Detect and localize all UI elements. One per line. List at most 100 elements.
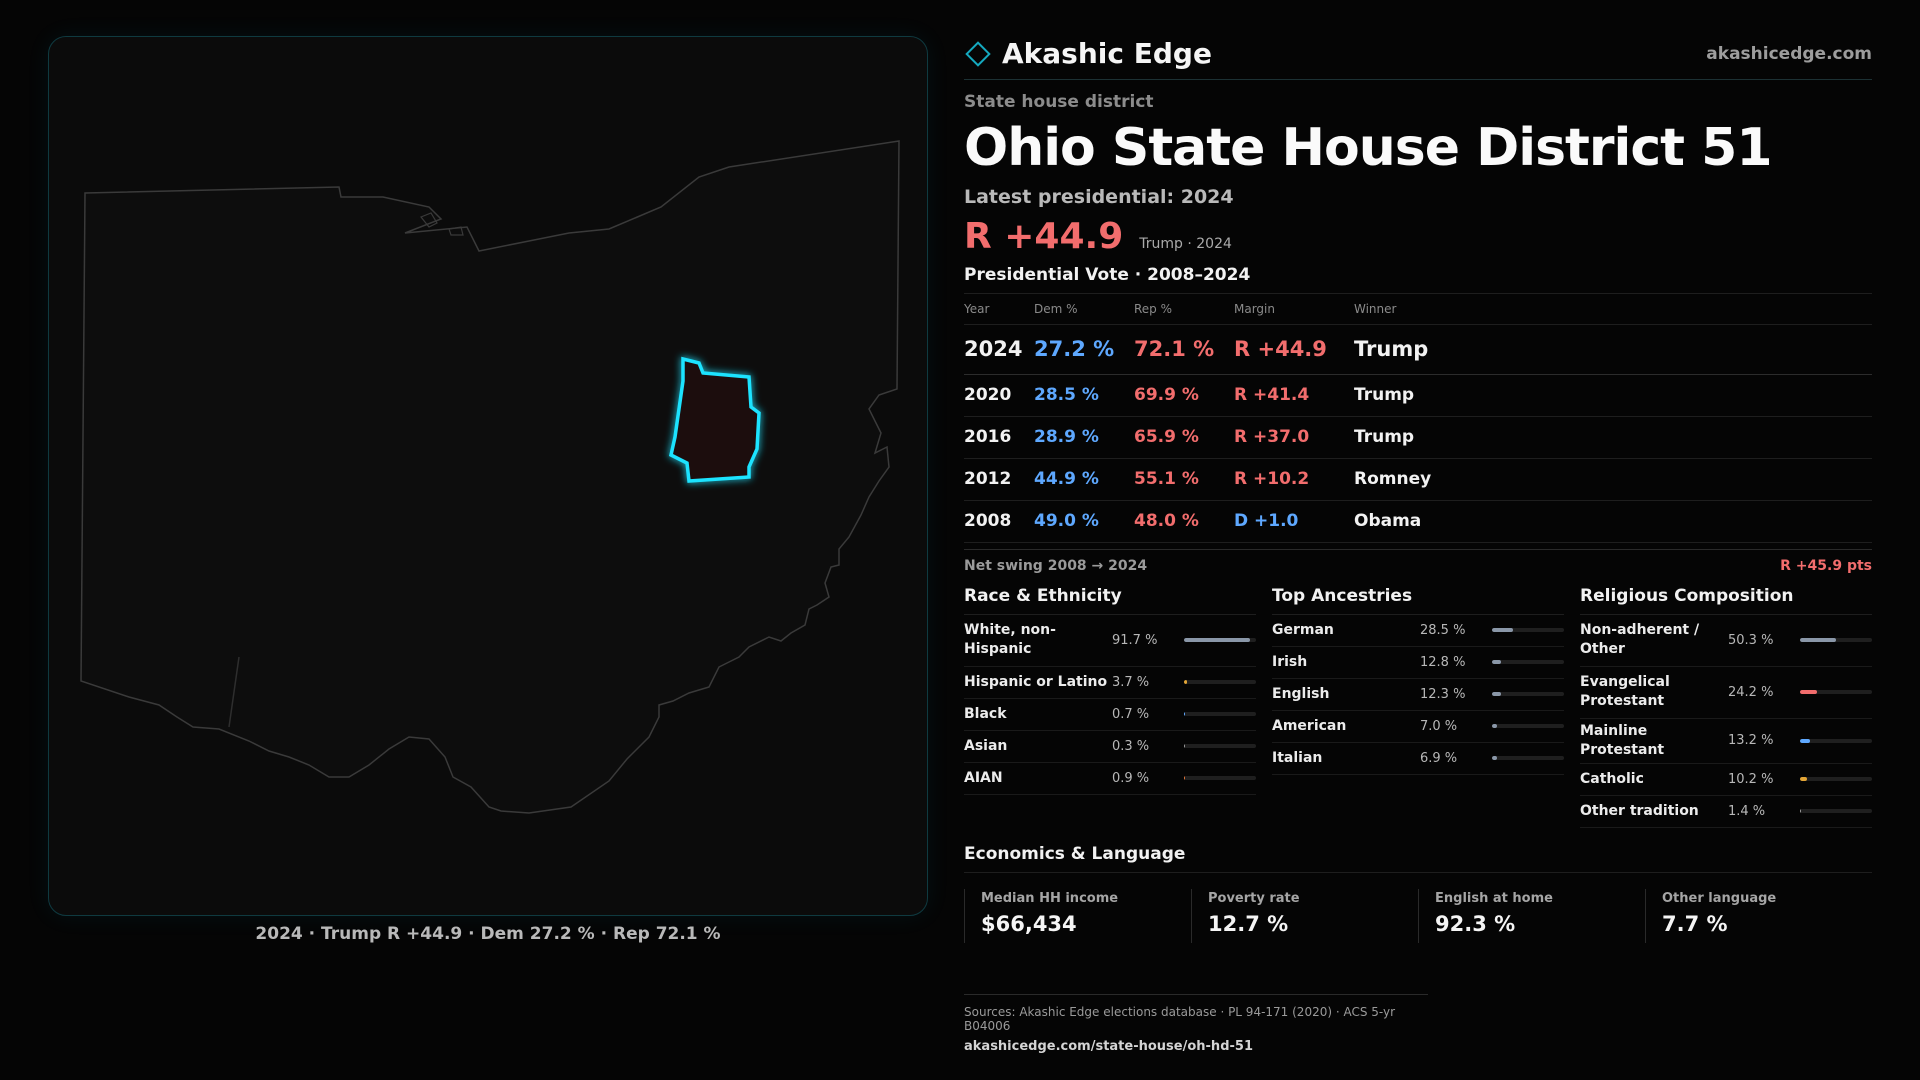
list-item: White, non-Hispanic 91.7 % [964, 615, 1256, 667]
item-value: 91.7 % [1112, 632, 1158, 648]
item-value: 28.5 % [1420, 622, 1466, 638]
cell-margin: R +10.2 [1234, 458, 1354, 501]
cell-rep: 65.9 % [1134, 416, 1234, 459]
cell-year: 2008 [964, 500, 1034, 543]
item-bar [1800, 809, 1872, 813]
item-label: Evangelical Protestant [1580, 674, 1670, 709]
list-item: Hispanic or Latino 3.7 % [964, 667, 1256, 699]
stat-value: $66,434 [981, 911, 1077, 936]
stat-value: 7.7 % [1662, 911, 1728, 936]
item-bar [1492, 724, 1564, 728]
item-bar [1184, 638, 1256, 642]
cell-winner: Trump [1354, 374, 1872, 417]
religious-composition-section: Religious Composition Non-adherent / Oth… [1580, 586, 1872, 828]
cell-winner: Trump [1354, 416, 1872, 459]
diamond-outline-icon [964, 40, 992, 68]
brand-url-link[interactable]: akashicedge.com [1706, 43, 1872, 64]
col-winner: Winner [1354, 294, 1872, 325]
item-value: 0.9 % [1112, 770, 1150, 786]
stat-label: Poverty rate [1208, 890, 1300, 906]
latest-margin: R +44.9 Trump · 2024 [964, 216, 1872, 257]
info-panel: Akashic Edge akashicedge.com State house… [964, 28, 1872, 943]
list-item: Catholic 10.2 % [1580, 764, 1872, 796]
cell-winner: Trump [1354, 324, 1872, 375]
map-caption: 2024 · Trump R +44.9 · Dem 27.2 % · Rep … [255, 924, 721, 944]
presidential-vote-table: Year Dem % Rep % Margin Winner 2024 27.2… [964, 294, 1872, 543]
cell-dem: 27.2 % [1034, 324, 1134, 375]
stat-value: 12.7 % [1208, 911, 1289, 936]
latest-presidential: Latest presidential: 2024 [964, 186, 1234, 208]
cell-dem: 49.0 % [1034, 500, 1134, 543]
stat-label: English at home [1435, 890, 1553, 906]
economics-title: Economics & Language [964, 844, 1872, 873]
item-bar [1492, 756, 1564, 760]
sources-text: Sources: Akashic Edge elections database… [964, 1005, 1396, 1033]
race-title: Race & Ethnicity [964, 586, 1256, 615]
item-bar-fill [1800, 738, 1810, 743]
state-outline [80, 140, 900, 814]
stat-poverty-rate: Poverty rate 12.7 % [1191, 888, 1418, 943]
item-bar-fill [1800, 777, 1808, 781]
page-title: Ohio State House District 51 [964, 118, 1773, 178]
item-value: 12.8 % [1420, 654, 1466, 670]
item-bar [1492, 692, 1564, 696]
item-bar-fill [1492, 628, 1513, 632]
item-bar-fill [1184, 776, 1186, 780]
list-item: AIAN 0.9 % [964, 763, 1256, 795]
religion-title: Religious Composition [1580, 586, 1872, 615]
item-bar-fill [1492, 660, 1502, 664]
item-bar-fill [1492, 692, 1501, 696]
cell-margin: D +1.0 [1234, 500, 1354, 543]
item-label: Hispanic or Latino [964, 673, 1108, 690]
item-bar-fill [1184, 712, 1186, 716]
lake-islands [420, 212, 464, 236]
cell-winner: Obama [1354, 500, 1872, 543]
cell-year: 2016 [964, 416, 1034, 459]
cell-margin: R +41.4 [1234, 374, 1354, 417]
list-item: Irish 12.8 % [1272, 647, 1564, 679]
item-value: 10.2 % [1728, 771, 1774, 787]
brand-name: Akashic Edge [1002, 37, 1212, 70]
item-bar [1800, 777, 1872, 781]
margin-subtitle: Trump · 2024 [1139, 236, 1232, 252]
item-label: Italian [1272, 749, 1323, 766]
stat-label: Other language [1662, 890, 1777, 906]
race-ethnicity-section: Race & Ethnicity White, non-Hispanic 91.… [964, 586, 1256, 828]
item-value: 50.3 % [1728, 632, 1774, 648]
col-year: Year [964, 294, 1034, 325]
cell-dem: 28.9 % [1034, 416, 1134, 459]
table-row: 2008 49.0 % 48.0 % D +1.0 Obama [964, 500, 1872, 543]
presidential-vote-title: Presidential Vote · 2008–2024 [964, 265, 1872, 294]
cell-dem: 28.5 % [1034, 374, 1134, 417]
stat-label: Median HH income [981, 890, 1119, 906]
item-label: Black [964, 705, 1007, 722]
district-type: State house district [964, 92, 1154, 112]
list-item: Italian 6.9 % [1272, 743, 1564, 775]
item-label: English [1272, 685, 1330, 702]
net-swing: Net swing 2008 → 2024 R +45.9 pts [964, 548, 1872, 574]
col-dem: Dem % [1034, 294, 1134, 325]
cell-year: 2020 [964, 374, 1034, 417]
item-value: 1.4 % [1728, 803, 1766, 819]
stat-english-home: English at home 92.3 % [1418, 888, 1645, 943]
item-value: 6.9 % [1420, 750, 1458, 766]
cell-rep: 55.1 % [1134, 458, 1234, 501]
economics-stats: Median HH income $66,434 Poverty rate 12… [964, 888, 1872, 943]
item-bar-fill [1492, 724, 1498, 728]
district-51-shape[interactable] [668, 356, 761, 483]
item-label: Non-adherent / Other [1580, 622, 1700, 657]
cell-rep: 72.1 % [1134, 324, 1234, 375]
sources-url-link[interactable]: akashicedge.com/state-house/oh-hd-51 [964, 1039, 1253, 1054]
cell-margin: R +44.9 [1234, 324, 1354, 375]
brand[interactable]: Akashic Edge [964, 37, 1212, 70]
list-item: Evangelical Protestant 24.2 % [1580, 667, 1872, 719]
top-ancestries-section: Top Ancestries German 28.5 % Irish 12.8 … [1272, 586, 1564, 828]
swing-label: Net swing 2008 → 2024 [964, 557, 1148, 574]
item-bar-fill [1800, 690, 1818, 694]
item-bar-fill [1492, 756, 1497, 760]
item-value: 3.7 % [1112, 674, 1150, 690]
sources-footer: Sources: Akashic Edge elections database… [964, 994, 1428, 1054]
item-bar [1184, 776, 1256, 780]
district-map[interactable] [48, 36, 928, 916]
item-bar-fill [1800, 638, 1837, 642]
